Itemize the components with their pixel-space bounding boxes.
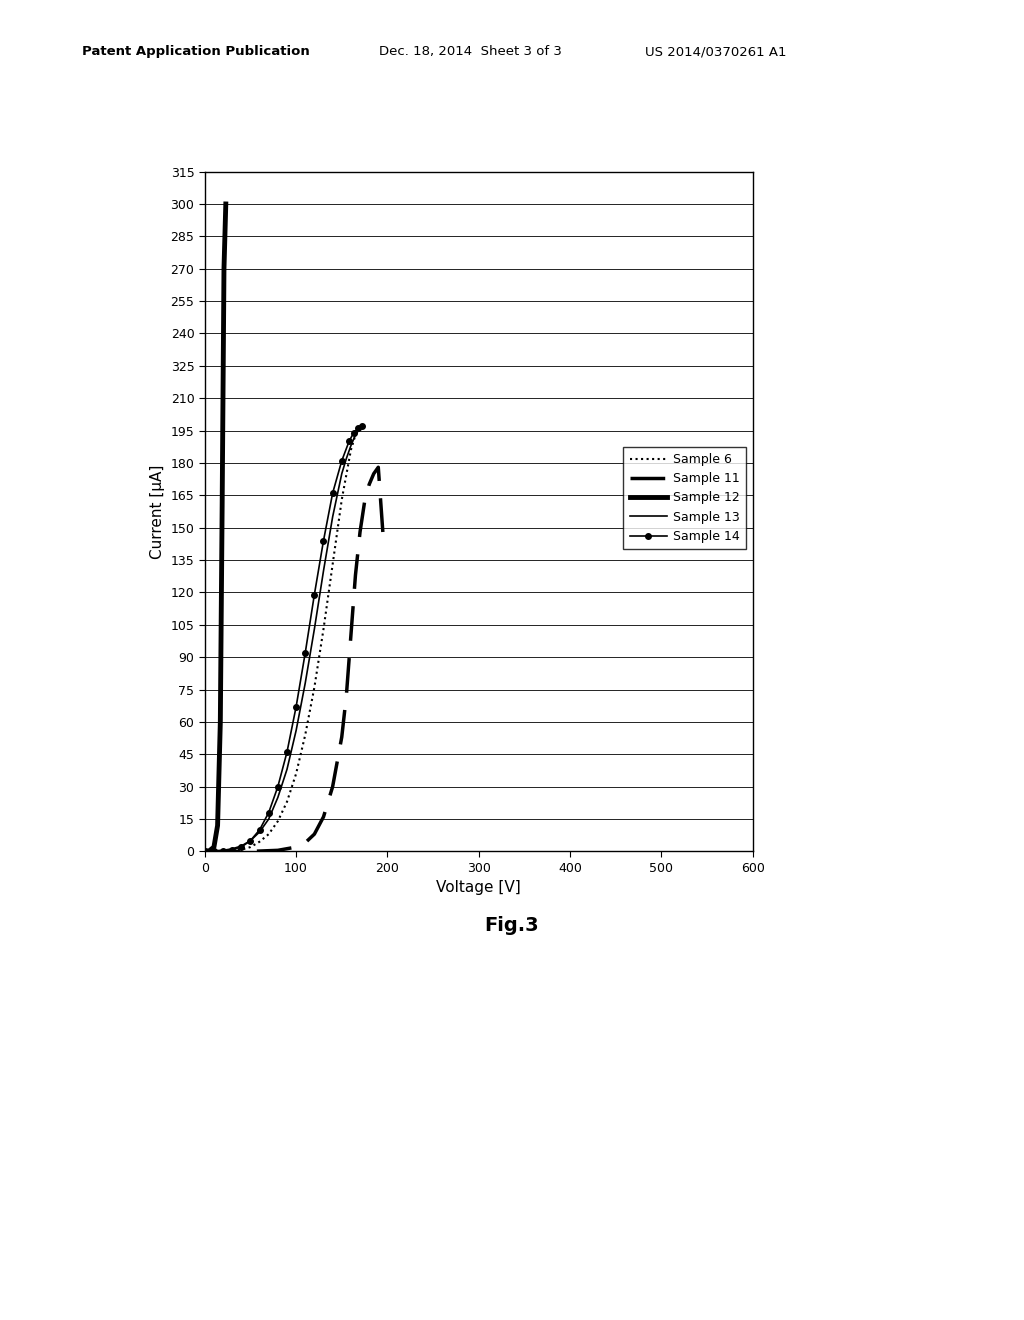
Sample 6 <box>336 492 348 508</box>
Sample 11 <box>327 779 339 795</box>
Sample 14 <box>299 645 311 661</box>
Sample 14 <box>217 843 229 859</box>
Sample 6 <box>290 766 302 781</box>
Sample 13 <box>356 418 369 434</box>
Sample 11 <box>271 842 284 858</box>
Sample 6 <box>245 840 257 855</box>
Sample 14 <box>343 433 355 449</box>
Sample 13 <box>271 789 284 805</box>
Sample 6 <box>254 834 266 850</box>
Sample 13 <box>208 843 220 859</box>
Sample 13 <box>245 833 257 849</box>
Sample 11 <box>345 628 357 644</box>
Y-axis label: Current [μA]: Current [μA] <box>150 465 165 558</box>
Sample 6 <box>271 813 284 829</box>
Sample 13 <box>327 510 339 525</box>
Sample 14 <box>281 744 293 760</box>
Sample 6 <box>208 843 220 859</box>
Sample 11 <box>349 568 361 583</box>
Sample 12 <box>218 261 230 277</box>
Sample 13 <box>340 450 352 466</box>
Sample 6 <box>308 680 321 696</box>
Sample 11 <box>340 688 352 704</box>
Text: Fig.3: Fig.3 <box>484 916 540 935</box>
Sample 6 <box>317 622 330 638</box>
Sample 13 <box>336 466 348 482</box>
Sample 6 <box>299 727 311 743</box>
Sample 6 <box>349 426 361 442</box>
Sample 13 <box>226 841 239 857</box>
Sample 6 <box>199 843 211 859</box>
Sample 11 <box>364 477 376 492</box>
Sample 6 <box>345 442 357 458</box>
Sample 11 <box>308 826 321 842</box>
Sample 11 <box>358 494 371 510</box>
Sample 14 <box>355 418 368 434</box>
Text: Patent Application Publication: Patent Application Publication <box>82 45 309 58</box>
Sample 14 <box>308 586 321 602</box>
Sample 13 <box>308 622 321 638</box>
Sample 14 <box>236 840 248 855</box>
Sample 13 <box>254 824 266 840</box>
Sample 14 <box>336 453 348 469</box>
Sample 13 <box>299 675 311 690</box>
Sample 11 <box>317 809 330 825</box>
Sample 11 <box>372 459 384 475</box>
Sample 14 <box>271 779 284 795</box>
Sample 13 <box>236 838 248 854</box>
Sample 11 <box>354 524 367 540</box>
Line: Sample 13: Sample 13 <box>205 426 362 851</box>
Sample 14 <box>352 421 365 437</box>
Legend: Sample 6, Sample 11, Sample 12, Sample 13, Sample 14: Sample 6, Sample 11, Sample 12, Sample 1… <box>624 446 746 549</box>
Sample 13 <box>317 562 330 578</box>
Sample 11 <box>377 524 389 540</box>
Sample 14 <box>199 843 211 859</box>
Sample 6 <box>356 418 369 434</box>
Sample 13 <box>262 810 274 826</box>
Sample 14 <box>262 805 274 821</box>
Sample 6 <box>217 843 229 859</box>
Sample 12 <box>211 817 223 833</box>
Sample 13 <box>281 762 293 777</box>
Sample 6 <box>327 557 339 573</box>
X-axis label: Voltage [V]: Voltage [V] <box>436 880 521 895</box>
Sample 14 <box>317 533 330 549</box>
Text: US 2014/0370261 A1: US 2014/0370261 A1 <box>645 45 786 58</box>
Sample 13 <box>354 421 367 437</box>
Text: Dec. 18, 2014  Sheet 3 of 3: Dec. 18, 2014 Sheet 3 of 3 <box>379 45 562 58</box>
Sample 13 <box>199 843 211 859</box>
Sample 12 <box>199 843 211 859</box>
Sample 6 <box>281 793 293 809</box>
Sample 14 <box>327 486 339 502</box>
Sample 12 <box>220 197 232 213</box>
Sample 13 <box>290 722 302 738</box>
Sample 14 <box>254 822 266 838</box>
Sample 6 <box>262 826 274 842</box>
Sample 12 <box>214 714 226 730</box>
Sample 6 <box>236 842 248 858</box>
Sample 14 <box>290 698 302 714</box>
Sample 13 <box>349 426 361 442</box>
Sample 11 <box>336 729 348 744</box>
Sample 14 <box>208 843 220 859</box>
Sample 14 <box>347 425 359 441</box>
Sample 14 <box>226 842 239 858</box>
Sample 13 <box>345 438 357 454</box>
Sample 11 <box>290 840 302 855</box>
Sample 14 <box>245 833 257 849</box>
Sample 13 <box>217 842 229 858</box>
Sample 11 <box>299 834 311 850</box>
Sample 11 <box>368 466 380 482</box>
Sample 12 <box>208 840 220 855</box>
Line: Sample 6: Sample 6 <box>205 426 362 851</box>
Sample 11 <box>199 843 211 859</box>
Sample 11 <box>245 843 257 859</box>
Sample 12 <box>203 843 215 859</box>
Sample 12 <box>216 498 228 513</box>
Line: Sample 14: Sample 14 <box>202 424 365 854</box>
Line: Sample 11: Sample 11 <box>205 467 383 851</box>
Sample 6 <box>354 421 367 437</box>
Sample 6 <box>226 843 239 859</box>
Line: Sample 12: Sample 12 <box>205 205 226 851</box>
